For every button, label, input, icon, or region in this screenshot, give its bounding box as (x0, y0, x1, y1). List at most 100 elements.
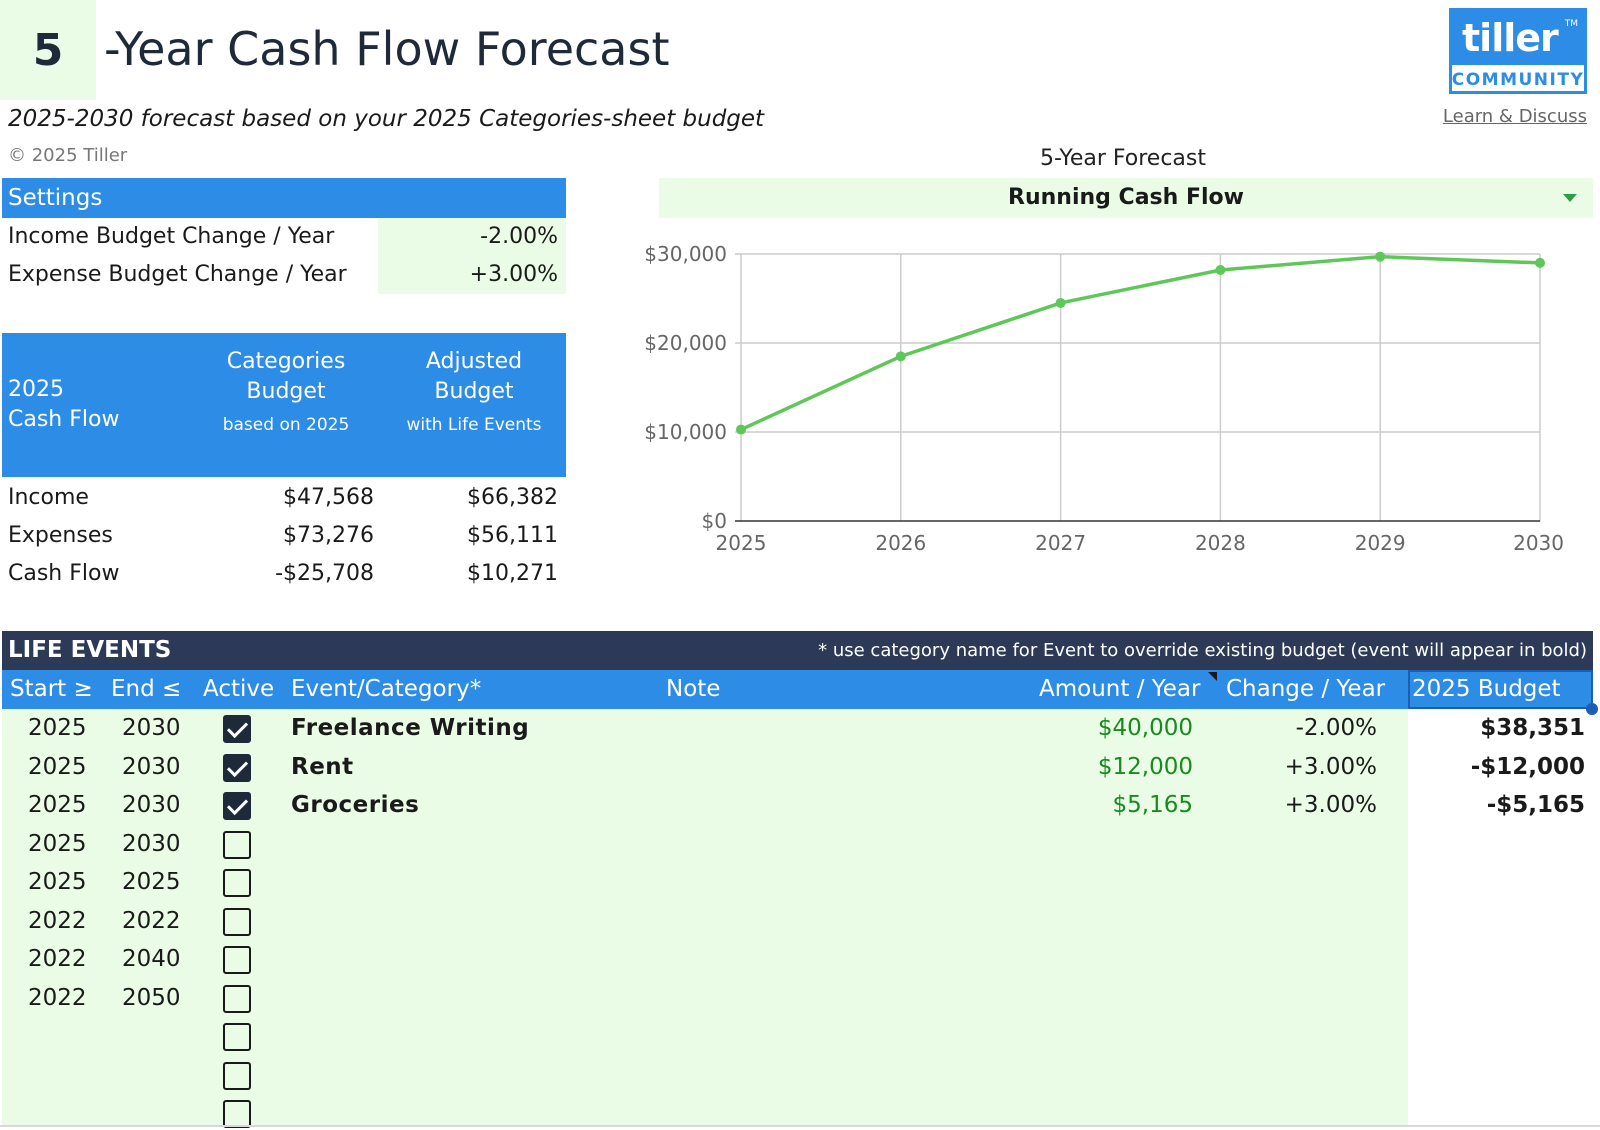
event-category-cell[interactable]: Groceries (291, 792, 420, 818)
active-checkbox[interactable] (223, 869, 251, 897)
data-point (895, 351, 906, 362)
cell-note-marker-icon[interactable] (1208, 672, 1217, 681)
start-year-cell[interactable]: 2022 (28, 907, 87, 934)
col-budget[interactable]: 2025 Budget (1412, 676, 1561, 702)
settings-row-expense: Expense Budget Change / Year +3.00% (2, 256, 566, 294)
data-point (1055, 297, 1066, 308)
categories-budget-subheading: based on 2025 (222, 415, 350, 435)
change-per-year-cell[interactable]: -2.00% (1295, 715, 1377, 741)
start-year-cell[interactable]: 2025 (28, 753, 87, 780)
life-event-row: 2022 2022 (2, 902, 1593, 941)
end-year-cell[interactable]: 2040 (122, 946, 181, 972)
dropdown-arrow-icon[interactable] (1563, 194, 1577, 202)
col-amount[interactable]: Amount / Year (1039, 676, 1201, 702)
life-event-row: 2025 2030 Groceries $5,165 +3.00% -$5,165 (2, 786, 1593, 825)
data-point (1375, 251, 1386, 262)
budget-2025-cell: $38,351 (1480, 715, 1585, 741)
row-label: Income (8, 485, 89, 510)
categories-value: $73,276 (283, 523, 374, 548)
active-checkbox[interactable] (223, 1100, 251, 1128)
budget-column-area (1408, 709, 1593, 1125)
end-year-cell[interactable]: 2030 (122, 715, 181, 741)
start-year-cell[interactable]: 2025 (28, 792, 87, 818)
cashflow-row-net: Cash Flow -$25,708 $10,271 (2, 555, 566, 593)
x-tick-label: 2025 (716, 531, 767, 555)
row-label: Expenses (8, 523, 113, 548)
adjusted-budget-subheading: with Life Events (406, 415, 542, 435)
y-tick-label: $30,000 (644, 242, 727, 266)
start-year-cell[interactable]: 2022 (28, 946, 87, 972)
adjusted-budget-heading: Adjusted Budget (425, 349, 523, 404)
life-event-row: 2025 2025 (2, 863, 1593, 902)
end-year-cell[interactable]: 2050 (122, 984, 181, 1011)
amount-per-year-cell[interactable]: $5,165 (1112, 792, 1193, 818)
change-per-year-cell[interactable]: +3.00% (1284, 792, 1377, 818)
active-checkbox[interactable] (223, 946, 251, 974)
selected-cell-outline[interactable] (1408, 670, 1593, 709)
data-point (1215, 265, 1226, 276)
categories-value: $47,568 (283, 485, 374, 510)
expense-change-input[interactable]: +3.00% (378, 256, 566, 294)
cashflow-row-income: Income $47,568 $66,382 (2, 479, 566, 517)
start-year-cell[interactable]: 2025 (28, 830, 87, 857)
x-tick-label: 2027 (1035, 531, 1086, 555)
end-year-cell[interactable]: 2030 (122, 792, 181, 818)
budget-2025-cell: -$5,165 (1486, 792, 1585, 818)
change-per-year-cell[interactable]: +3.00% (1284, 753, 1377, 780)
end-year-cell[interactable]: 2030 (122, 753, 181, 780)
event-category-cell[interactable]: Freelance Writing (291, 715, 530, 741)
learn-discuss-link[interactable]: Learn & Discuss (1442, 106, 1587, 127)
active-checkbox[interactable] (223, 715, 251, 743)
y-tick-label: $20,000 (644, 331, 727, 355)
col-note[interactable]: Note (666, 676, 721, 702)
adjusted-value: $66,382 (467, 485, 558, 510)
page-title: -Year Cash Flow Forecast (104, 22, 670, 76)
start-year-cell[interactable]: 2025 (28, 869, 87, 895)
categories-budget-heading: Categories Budget (226, 349, 346, 404)
end-year-cell[interactable]: 2025 (122, 869, 181, 895)
forecast-line-chart: $0 $10,000 $20,000 $30,000 2025 2026 2027 2028 2… (644, 242, 1564, 555)
end-year-cell[interactable]: 2030 (122, 830, 181, 857)
active-checkbox[interactable] (223, 792, 251, 820)
col-active[interactable]: Active (203, 676, 275, 702)
active-checkbox[interactable] (223, 907, 251, 936)
chart-title: 5-Year Forecast (1040, 146, 1206, 171)
amount-per-year-cell[interactable]: $12,000 (1097, 753, 1193, 780)
life-events-header: LIFE EVENTS * use category name for Even… (2, 631, 1593, 670)
active-checkbox[interactable] (223, 753, 251, 782)
active-checkbox[interactable] (223, 1061, 251, 1090)
col-change[interactable]: Change / Year (1226, 676, 1386, 702)
x-tick-label: 2028 (1195, 531, 1246, 555)
settings-label: Income Budget Change / Year (8, 224, 335, 249)
income-change-input[interactable]: -2.00% (378, 218, 566, 256)
life-event-row: 2022 2050 (2, 979, 1593, 1018)
tiller-community-logo[interactable]: tiller TM COMMUNITY (1449, 8, 1587, 94)
life-events-column-headers: Start ≥ End ≤ Active Event/Category* Not… (2, 670, 1593, 709)
life-event-row: 2025 2030 Rent $12,000 +3.00% -$12,000 (2, 748, 1593, 787)
x-tick-label: 2030 (1513, 531, 1564, 555)
life-event-row: 2025 2030 (2, 825, 1593, 864)
col-event[interactable]: Event/Category* (291, 676, 482, 702)
col-end[interactable]: End ≤ (111, 676, 182, 702)
amount-per-year-cell[interactable]: $40,000 (1097, 715, 1193, 741)
event-category-cell[interactable]: Rent (291, 753, 354, 780)
active-checkbox[interactable] (223, 1023, 251, 1051)
col-start[interactable]: Start ≥ (10, 676, 93, 702)
end-year-cell[interactable]: 2022 (122, 907, 181, 934)
forecast-years-cell[interactable]: 5 (0, 0, 96, 100)
start-year-cell[interactable]: 2022 (28, 984, 87, 1011)
selection-handle-icon[interactable] (1586, 703, 1598, 715)
dropdown-selected-value: Running Cash Flow (1008, 185, 1244, 210)
cashflow-row-expenses: Expenses $73,276 $56,111 (2, 517, 566, 555)
sheet-bottom-border (0, 1125, 1600, 1127)
adjusted-value: $56,111 (467, 523, 558, 548)
start-year-cell[interactable]: 2025 (28, 715, 87, 741)
active-checkbox[interactable] (223, 984, 251, 1013)
x-tick-label: 2026 (875, 531, 926, 555)
chart-metric-dropdown[interactable]: Running Cash Flow (659, 178, 1593, 218)
active-checkbox[interactable] (223, 830, 251, 859)
settings-header: Settings (2, 178, 566, 218)
life-event-row (2, 1094, 1593, 1130)
page-subtitle: 2025-2030 forecast based on your 2025 Ca… (8, 106, 765, 132)
life-events-note: * use category name for Event to overrid… (818, 640, 1587, 661)
